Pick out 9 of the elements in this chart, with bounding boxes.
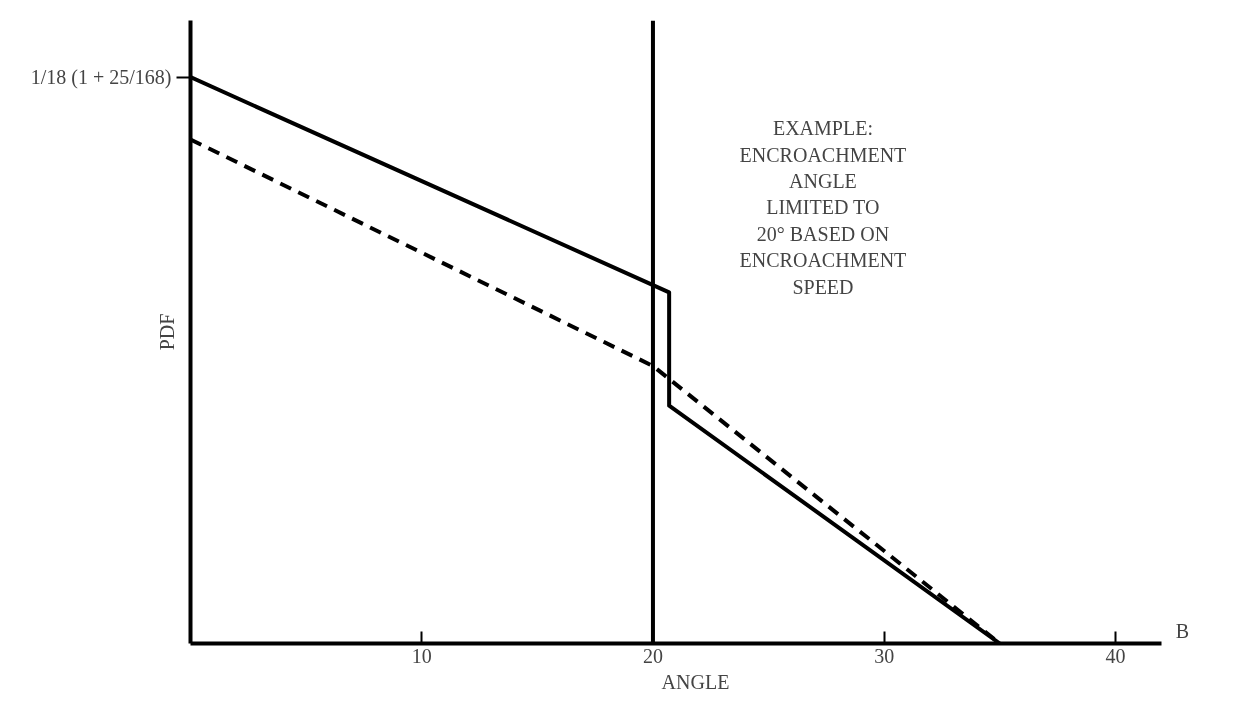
x-tick-label: 20 — [642, 644, 663, 667]
y-axis-title: PDF — [155, 313, 178, 351]
annotation: EXAMPLE: ENCROACHMENT ANGLE LIMITED TO 20° BASED ON ENCROACHMENT SPEED — [739, 117, 907, 298]
x-tick-label: 10 — [411, 644, 432, 667]
text: B — [1175, 619, 1189, 642]
x-axis-title: ANGLE — [661, 670, 730, 693]
x-tick-label: 40 — [1105, 644, 1126, 667]
x-tick-label: 30 — [874, 644, 895, 667]
text: 1/18 (1 + 25/168) — [30, 66, 172, 90]
